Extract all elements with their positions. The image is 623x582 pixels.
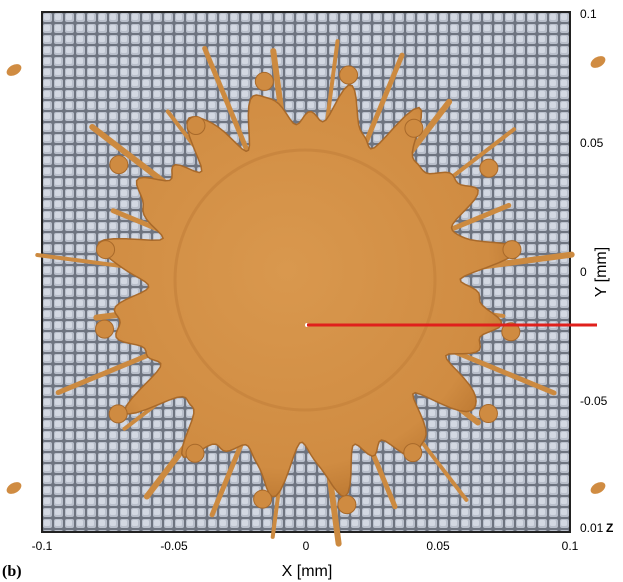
splash-droplet [97, 241, 115, 259]
splash-droplet [503, 241, 521, 259]
y-tick-label: 0.1 [580, 7, 597, 21]
x-tick-label: 0.1 [562, 539, 579, 553]
panel-label: (b) [2, 563, 22, 580]
splash-droplet [405, 119, 423, 137]
splash-droplet [187, 117, 205, 135]
y-tick-label: -0.05 [580, 394, 608, 408]
x-tick-label: -0.05 [160, 539, 188, 553]
splash-droplet [340, 66, 358, 84]
splash-droplet [96, 320, 114, 338]
splash-droplet [110, 156, 128, 174]
splash-droplet [254, 490, 272, 508]
x-axis-label: X [mm] [282, 563, 333, 580]
stray-droplet [589, 480, 608, 497]
z-axis-label: Z [606, 521, 613, 535]
y-axis-label: Y [mm] [593, 247, 610, 297]
splash-droplet [479, 405, 497, 423]
stray-droplet [5, 62, 24, 79]
figure: (b) X [mm] Y [mm] 0.01 Z -0.1 -0.05 0 0.05 0… [0, 0, 623, 582]
stray-droplet [589, 54, 608, 71]
splash-droplet [480, 159, 498, 177]
splash-droplet [404, 444, 422, 462]
x-tick-label: 0.05 [426, 539, 450, 553]
splash-droplet [186, 444, 204, 462]
x-tick-label: 0 [303, 539, 310, 553]
splash-droplet [255, 72, 273, 90]
y-tick-label: 0 [580, 265, 587, 279]
splash-droplet [109, 405, 127, 423]
stray-droplet [5, 480, 24, 497]
z-tick-label: 0.01 [580, 521, 604, 535]
y-tick-label: 0.05 [580, 136, 604, 150]
splash-droplet [338, 496, 356, 514]
x-tick-label: -0.1 [32, 539, 53, 553]
